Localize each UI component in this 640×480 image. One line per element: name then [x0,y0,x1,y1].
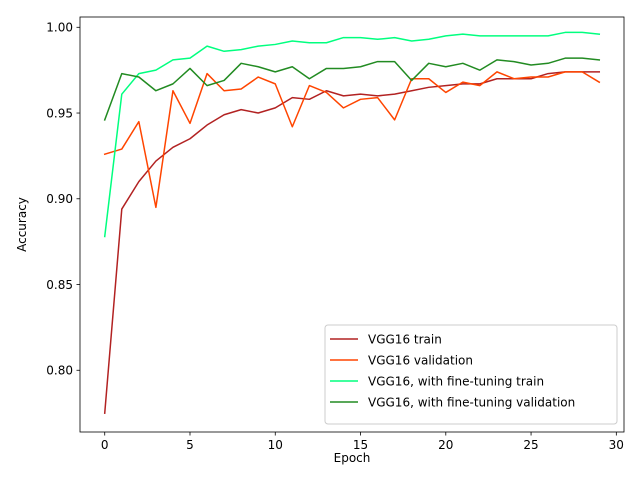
y-tick-label: 0.90 [46,192,73,206]
series-line-4 [103,57,601,121]
legend-label-1: VGG16 train [368,332,442,346]
legend-label-2: VGG16 validation [368,353,473,367]
x-axis-title: Epoch [334,451,371,465]
x-tick-label: 30 [609,438,624,452]
legend-label-3: VGG16, with fine-tuning train [368,374,544,388]
axes-frame [79,16,625,433]
y-axis-title: Accuracy [15,197,29,252]
legend-label-4: VGG16, with fine-tuning validation [368,395,575,409]
x-tick-label: 20 [438,438,453,452]
x-tick-label: 0 [101,438,109,452]
legend-box [324,324,618,425]
x-tick-label: 25 [523,438,538,452]
series-line-3 [103,31,601,238]
y-tick-label: 1.00 [46,21,73,35]
x-tick-label: 10 [268,438,283,452]
y-tick-label: 0.95 [46,106,73,120]
legend: VGG16 train VGG16 validation VGG16, with f… [324,324,618,425]
series-line-2 [103,71,601,209]
y-tick-label: 0.85 [46,278,73,292]
x-tick-label: 5 [186,438,194,452]
x-tick-label: 15 [353,438,368,452]
y-tick-label: 0.80 [46,364,73,378]
plot-area [103,31,601,414]
axes: 0 5 10 15 20 25 30 0.80 0.85 0.90 0.95 1.00 [46,16,625,452]
